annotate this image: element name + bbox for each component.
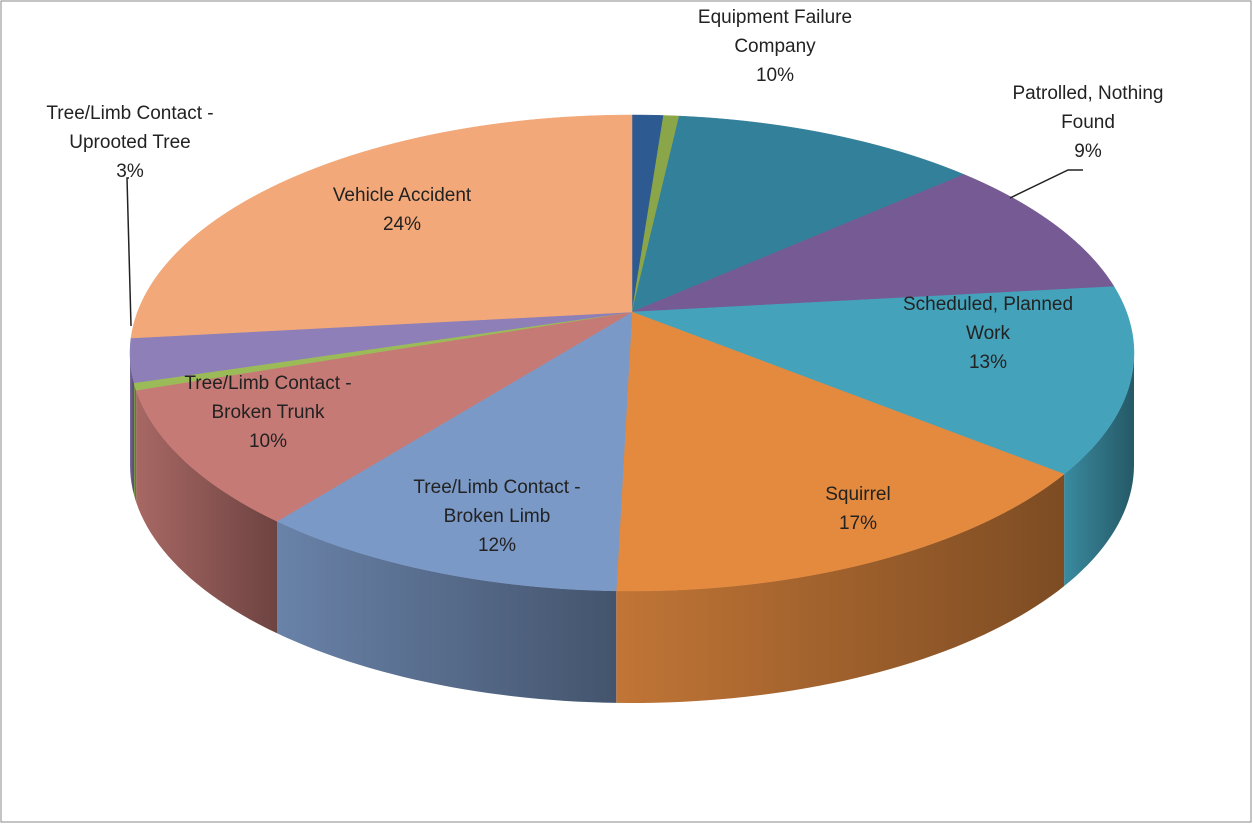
pie-side (136, 390, 278, 634)
pie-slice (631, 174, 1115, 313)
category-label: Tree/Limb Contact -Uprooted Tree (46, 103, 213, 153)
pie-slice (631, 286, 1135, 475)
labels: Equipment Failure Company 10% Patrolled, No… (46, 7, 1163, 556)
pie-slice (276, 311, 633, 592)
pie-side (1064, 353, 1134, 587)
pie-side (277, 521, 617, 703)
value-label: 10% (249, 431, 287, 452)
value-label: 12% (478, 535, 516, 556)
category-label: Vehicle Accident (333, 185, 472, 206)
leader-line (126, 177, 132, 327)
value-label: 13% (969, 352, 1007, 373)
category-label: Tree/Limb Contact -Broken Limb (413, 477, 580, 527)
value-label: 9% (1074, 141, 1102, 162)
pie-slice (135, 311, 633, 522)
category-label: Scheduled, Planned Work (903, 294, 1073, 344)
value-label: 24% (383, 214, 421, 235)
pie-slice (130, 114, 633, 339)
category-label: Tree/Limb Contact -Broken Trunk (184, 373, 351, 423)
value-label: 10% (756, 65, 794, 86)
pie-side (616, 474, 1065, 703)
pie-side (130, 353, 134, 495)
pie-slice (631, 115, 965, 313)
pie-side (133, 382, 137, 503)
category-label: Squirrel (825, 484, 890, 505)
value-label: 17% (839, 513, 877, 534)
category-label: Equipment Failure Company (698, 7, 852, 57)
pie-slice (615, 311, 1065, 592)
category-label: Patrolled, Nothing Found (1012, 83, 1163, 133)
pie-slice (129, 311, 633, 384)
pie (129, 114, 1135, 703)
value-label: 3% (116, 161, 144, 182)
leader-line (1009, 169, 1083, 199)
